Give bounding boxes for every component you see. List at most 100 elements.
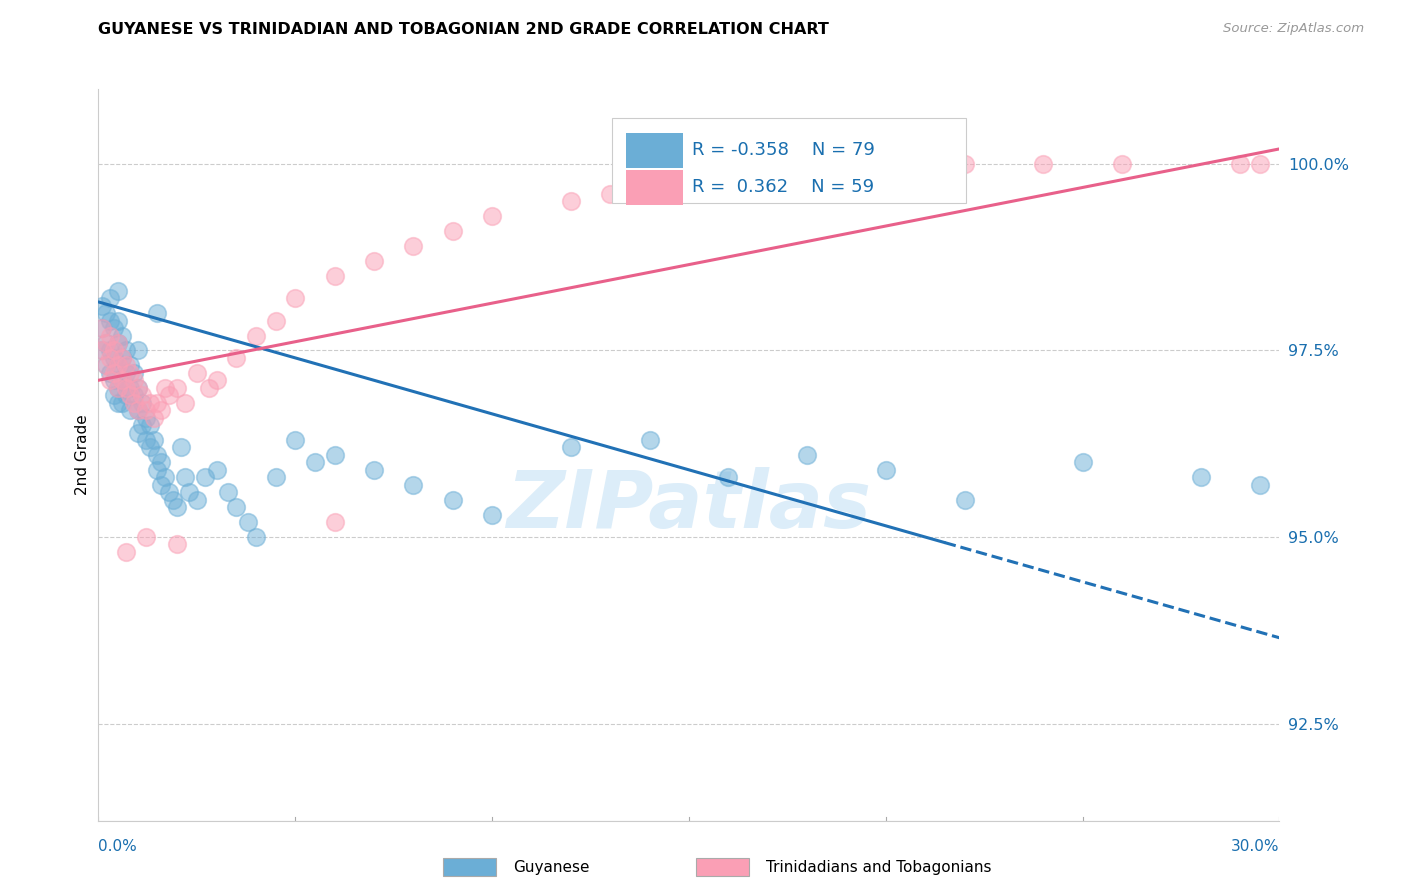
Point — [107, 381, 129, 395]
Point — [127, 381, 149, 395]
Point — [91, 321, 114, 335]
Point — [118, 366, 141, 380]
Point — [103, 388, 125, 402]
Point — [107, 395, 129, 409]
Point — [107, 381, 129, 395]
Point — [131, 418, 153, 433]
Point — [155, 381, 177, 395]
Point — [103, 321, 125, 335]
Point — [107, 284, 129, 298]
Point — [122, 395, 145, 409]
Point — [166, 537, 188, 551]
Point — [127, 425, 149, 440]
Point — [796, 164, 818, 178]
Point — [796, 448, 818, 462]
Point — [131, 395, 153, 409]
Point — [177, 485, 200, 500]
Point — [1249, 157, 1271, 171]
Point — [98, 313, 121, 327]
Point — [402, 239, 425, 253]
Point — [135, 433, 157, 447]
Text: R =  0.362    N = 59: R = 0.362 N = 59 — [693, 178, 875, 196]
Point — [599, 186, 621, 201]
Text: 0.0%: 0.0% — [98, 839, 138, 855]
Point — [107, 359, 129, 373]
Point — [127, 381, 149, 395]
Point — [197, 381, 219, 395]
Point — [560, 441, 582, 455]
Bar — [626, 169, 683, 205]
FancyBboxPatch shape — [612, 119, 966, 202]
Point — [131, 388, 153, 402]
Point — [225, 500, 247, 515]
Point — [157, 485, 180, 500]
Point — [91, 343, 114, 358]
Point — [717, 470, 740, 484]
Point — [115, 545, 138, 559]
Point — [157, 388, 180, 402]
Point — [186, 366, 208, 380]
Point — [1111, 157, 1133, 171]
Point — [217, 485, 239, 500]
Point — [146, 448, 169, 462]
Point — [560, 194, 582, 209]
Point — [363, 253, 385, 268]
Point — [111, 395, 134, 409]
Point — [98, 343, 121, 358]
Point — [107, 335, 129, 350]
Point — [107, 359, 129, 373]
Point — [205, 463, 228, 477]
Text: Guyanese: Guyanese — [513, 860, 589, 874]
Point — [138, 395, 160, 409]
Point — [103, 366, 125, 380]
Point — [96, 306, 118, 320]
Point — [118, 403, 141, 417]
Point — [194, 470, 217, 484]
Point — [264, 470, 287, 484]
Point — [1032, 157, 1054, 171]
Text: GUYANESE VS TRINIDADIAN AND TOBAGONIAN 2ND GRADE CORRELATION CHART: GUYANESE VS TRINIDADIAN AND TOBAGONIAN 2… — [98, 22, 830, 37]
Point — [115, 359, 138, 373]
Bar — [626, 133, 683, 168]
Point — [96, 359, 118, 373]
Point — [174, 395, 197, 409]
Point — [284, 433, 307, 447]
Point — [127, 403, 149, 417]
Text: ZIPatlas: ZIPatlas — [506, 467, 872, 545]
Point — [142, 410, 165, 425]
Point — [115, 343, 138, 358]
Point — [115, 388, 138, 402]
Point — [481, 508, 503, 522]
Point — [166, 381, 188, 395]
Point — [638, 433, 661, 447]
Point — [127, 403, 149, 417]
Point — [111, 351, 134, 365]
Point — [135, 530, 157, 544]
Point — [107, 313, 129, 327]
Point — [115, 381, 138, 395]
Point — [1189, 470, 1212, 484]
Point — [953, 492, 976, 507]
Point — [245, 530, 267, 544]
Point — [138, 418, 160, 433]
Point — [135, 403, 157, 417]
Point — [98, 328, 121, 343]
Point — [186, 492, 208, 507]
Point — [717, 171, 740, 186]
Point — [481, 209, 503, 223]
Text: Trinidadians and Tobagonians: Trinidadians and Tobagonians — [766, 860, 991, 874]
Point — [1071, 455, 1094, 469]
Point — [111, 351, 134, 365]
Point — [127, 343, 149, 358]
Point — [323, 448, 346, 462]
Point — [103, 343, 125, 358]
Point — [205, 373, 228, 387]
Point — [98, 351, 121, 365]
Point — [304, 455, 326, 469]
Point — [96, 359, 118, 373]
Y-axis label: 2nd Grade: 2nd Grade — [75, 415, 90, 495]
Point — [146, 463, 169, 477]
Point — [142, 433, 165, 447]
Point — [135, 410, 157, 425]
Point — [225, 351, 247, 365]
